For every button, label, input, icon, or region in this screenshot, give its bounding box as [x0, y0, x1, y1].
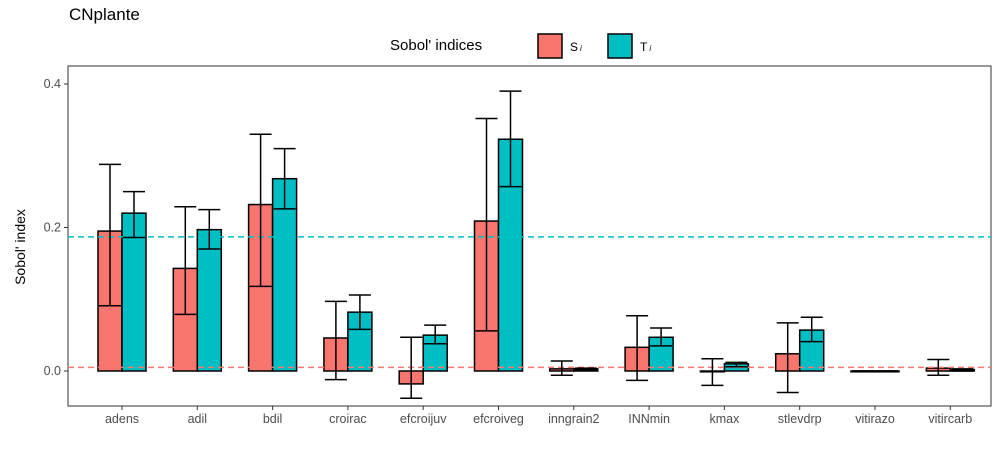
errorbar-ti-adens — [123, 190, 145, 239]
errorbar-ti-adil — [198, 208, 221, 250]
plot-panel — [67, 65, 992, 407]
errorbar-ti-kmax — [725, 361, 748, 368]
x-tick-label: vitirazo — [855, 412, 895, 426]
x-tick-label: kmax — [709, 412, 740, 426]
errorbar-ti-inngrain2 — [574, 367, 597, 372]
x-tick-label: INNmin — [628, 412, 670, 426]
x-tick-label: adens — [105, 412, 139, 426]
legend-swatch-ti — [607, 33, 633, 59]
errorbar-si-innmin — [626, 315, 649, 382]
bar-ti-bdil — [271, 177, 298, 372]
errorbar-ti-innmin — [650, 327, 673, 347]
x-tick-label: vitircarb — [928, 412, 972, 426]
legend-title: Sobol' indices — [390, 37, 482, 54]
y-axis: 0.0 0.2 0.4 — [44, 77, 68, 378]
errorbar-si-adil — [174, 205, 197, 316]
x-tick-label: efcroijuv — [400, 412, 447, 426]
reference-lines — [68, 236, 991, 369]
errorbar-ti-croirac — [348, 294, 371, 331]
errorbar-si-efcroiveg — [475, 117, 498, 332]
errorbar-ti-vitircarb — [951, 368, 974, 372]
y-tick-label: 0.0 — [44, 364, 61, 378]
bar-ti-adil — [196, 228, 223, 372]
errorbar-ti-bdil — [273, 147, 296, 210]
errorbar-si-kmax — [701, 358, 724, 387]
errorbar-si-bdil — [249, 133, 272, 288]
x-tick-label: inngrain2 — [548, 412, 599, 426]
errorbar-si-croirac — [324, 300, 347, 381]
x-tick-label: efcroiveg — [473, 412, 524, 426]
errorbar-ti-efcroijuv — [424, 324, 447, 345]
errorbar-si-inngrain2 — [550, 360, 573, 377]
x-tick-label: croirac — [329, 412, 367, 426]
errorbar-si-efcroijuv — [400, 336, 423, 400]
errorbar-ti-stlevdrp — [800, 316, 823, 343]
y-axis-title: Sobol' index — [12, 209, 28, 285]
errorbar-si-adens — [99, 163, 121, 307]
error-bars — [99, 90, 974, 400]
x-tick-label: stlevdrp — [778, 412, 822, 426]
y-tick-label: 0.2 — [44, 221, 61, 235]
y-tick-label: 0.4 — [44, 77, 61, 91]
x-tick-label: adil — [188, 412, 207, 426]
errorbar-si-stlevdrp — [776, 322, 799, 394]
errorbar-si-vitircarb — [927, 358, 950, 377]
x-axis: adens adil bdil croirac efcroijuv efcroiveg in… — [105, 406, 972, 426]
x-tick-label: bdil — [263, 412, 282, 426]
errorbar-ti-efcroiveg — [499, 90, 522, 188]
chart-title: CNplante — [69, 5, 140, 24]
legend-swatch-si — [537, 33, 563, 59]
bars — [97, 138, 976, 385]
